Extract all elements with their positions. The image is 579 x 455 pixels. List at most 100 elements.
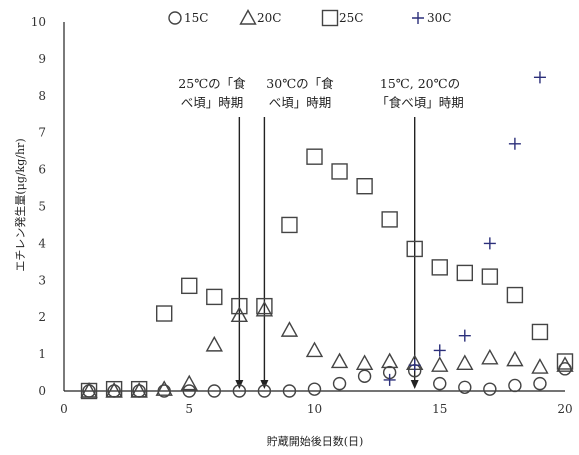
y-tick-label: 8	[38, 89, 46, 103]
point-square	[431, 259, 448, 276]
series-30C	[383, 71, 546, 386]
point-triangle	[330, 352, 349, 369]
x-tick-label: 0	[60, 402, 68, 416]
point-triangle	[155, 380, 173, 396]
legend-label: 25C	[339, 11, 363, 25]
point-square	[231, 297, 248, 315]
series-25C	[80, 148, 574, 400]
y-axis-title: エチレン発生量(μg/kg/hr)	[13, 138, 27, 271]
point-triangle	[431, 356, 449, 372]
point-circle	[182, 384, 196, 398]
point-circle	[257, 384, 272, 398]
x-tick-label: 5	[185, 402, 193, 416]
point-square	[481, 268, 499, 285]
point-circle	[357, 369, 372, 383]
point-circle	[207, 384, 222, 398]
y-tick-label: 4	[38, 236, 46, 250]
point-triangle	[230, 306, 249, 323]
point-triangle	[305, 341, 324, 358]
point-circle	[332, 376, 347, 391]
y-tick-label: 10	[31, 15, 46, 29]
point-circle	[307, 382, 322, 396]
point-square	[181, 277, 198, 295]
legend-plus-icon	[412, 12, 424, 24]
point-triangle	[355, 354, 374, 371]
point-square	[155, 305, 173, 322]
point-square	[105, 380, 123, 398]
point-square	[556, 353, 574, 370]
annotation-text: 15℃, 20℃の	[380, 76, 460, 91]
point-circle	[508, 378, 522, 393]
legend-item: 20C	[239, 9, 281, 25]
series-15C	[82, 362, 572, 398]
axes	[63, 22, 565, 392]
data-points	[80, 71, 574, 400]
arrow-head	[410, 380, 419, 389]
x-tick-label: 15	[432, 402, 447, 416]
point-square	[281, 216, 298, 234]
point-plus	[483, 237, 496, 250]
point-plus	[458, 329, 471, 342]
point-square	[306, 148, 323, 165]
x-tick-label: 10	[307, 402, 322, 416]
point-circle	[157, 384, 171, 398]
point-triangle	[280, 321, 299, 337]
point-square	[356, 178, 373, 195]
x-axis-title: 貯蔵開始後日数(日)	[267, 434, 364, 448]
annotation: 30℃の「食べ頃」時期	[260, 76, 334, 389]
y-tick-label: 5	[38, 200, 46, 214]
annotation-text: 「食べ頃」時期	[376, 95, 464, 110]
point-square	[406, 240, 423, 258]
y-tick-label: 6	[38, 163, 46, 177]
point-square	[256, 297, 273, 315]
series-20C	[80, 300, 574, 398]
point-square	[331, 163, 348, 180]
point-circle	[232, 384, 247, 398]
point-square	[381, 211, 398, 228]
point-plus	[508, 137, 521, 150]
point-triangle	[255, 300, 274, 317]
point-circle	[533, 376, 547, 391]
point-square	[531, 323, 549, 341]
point-plus	[408, 359, 421, 372]
legend-square-icon	[321, 9, 339, 27]
legend-circle-icon	[168, 11, 182, 25]
legend-item: 25C	[321, 9, 363, 27]
point-circle	[282, 384, 297, 398]
annotation-text: べ頃」時期	[269, 95, 332, 110]
point-square	[80, 382, 98, 400]
point-square	[206, 288, 223, 306]
point-triangle	[180, 374, 198, 391]
point-square	[130, 380, 148, 398]
point-triangle	[531, 358, 549, 374]
point-triangle	[506, 350, 524, 367]
point-circle	[483, 382, 497, 396]
y-tick-label: 3	[38, 273, 46, 287]
annotation-text: 25℃の「食	[178, 76, 246, 91]
legend: 15C 20C 25C 30C	[168, 9, 451, 27]
annotation-text: べ頃」時期	[181, 95, 244, 110]
point-plus	[533, 71, 546, 84]
annotation-text: 30℃の「食	[266, 76, 334, 91]
point-triangle	[205, 335, 223, 352]
point-plus	[383, 373, 396, 386]
point-plus	[433, 344, 446, 357]
y-tick-label: 0	[38, 384, 46, 398]
legend-triangle-icon	[239, 9, 257, 25]
point-triangle	[380, 352, 399, 369]
y-tick-label: 1	[38, 347, 46, 361]
annotation: 25℃の「食べ頃」時期	[178, 76, 246, 389]
y-tick-label: 7	[38, 126, 46, 140]
legend-label: 30C	[427, 11, 451, 25]
point-square	[456, 264, 473, 282]
legend-item: 30C	[412, 11, 451, 25]
legend-label: 20C	[257, 11, 281, 25]
y-tick-label: 9	[38, 52, 46, 66]
point-triangle	[556, 356, 574, 372]
y-tick-label: 2	[38, 310, 46, 324]
point-square	[506, 286, 524, 304]
point-triangle	[456, 354, 474, 371]
y-axis-ticks: 0 1 2 3 4 5 6 7 8 9 10	[31, 15, 47, 398]
